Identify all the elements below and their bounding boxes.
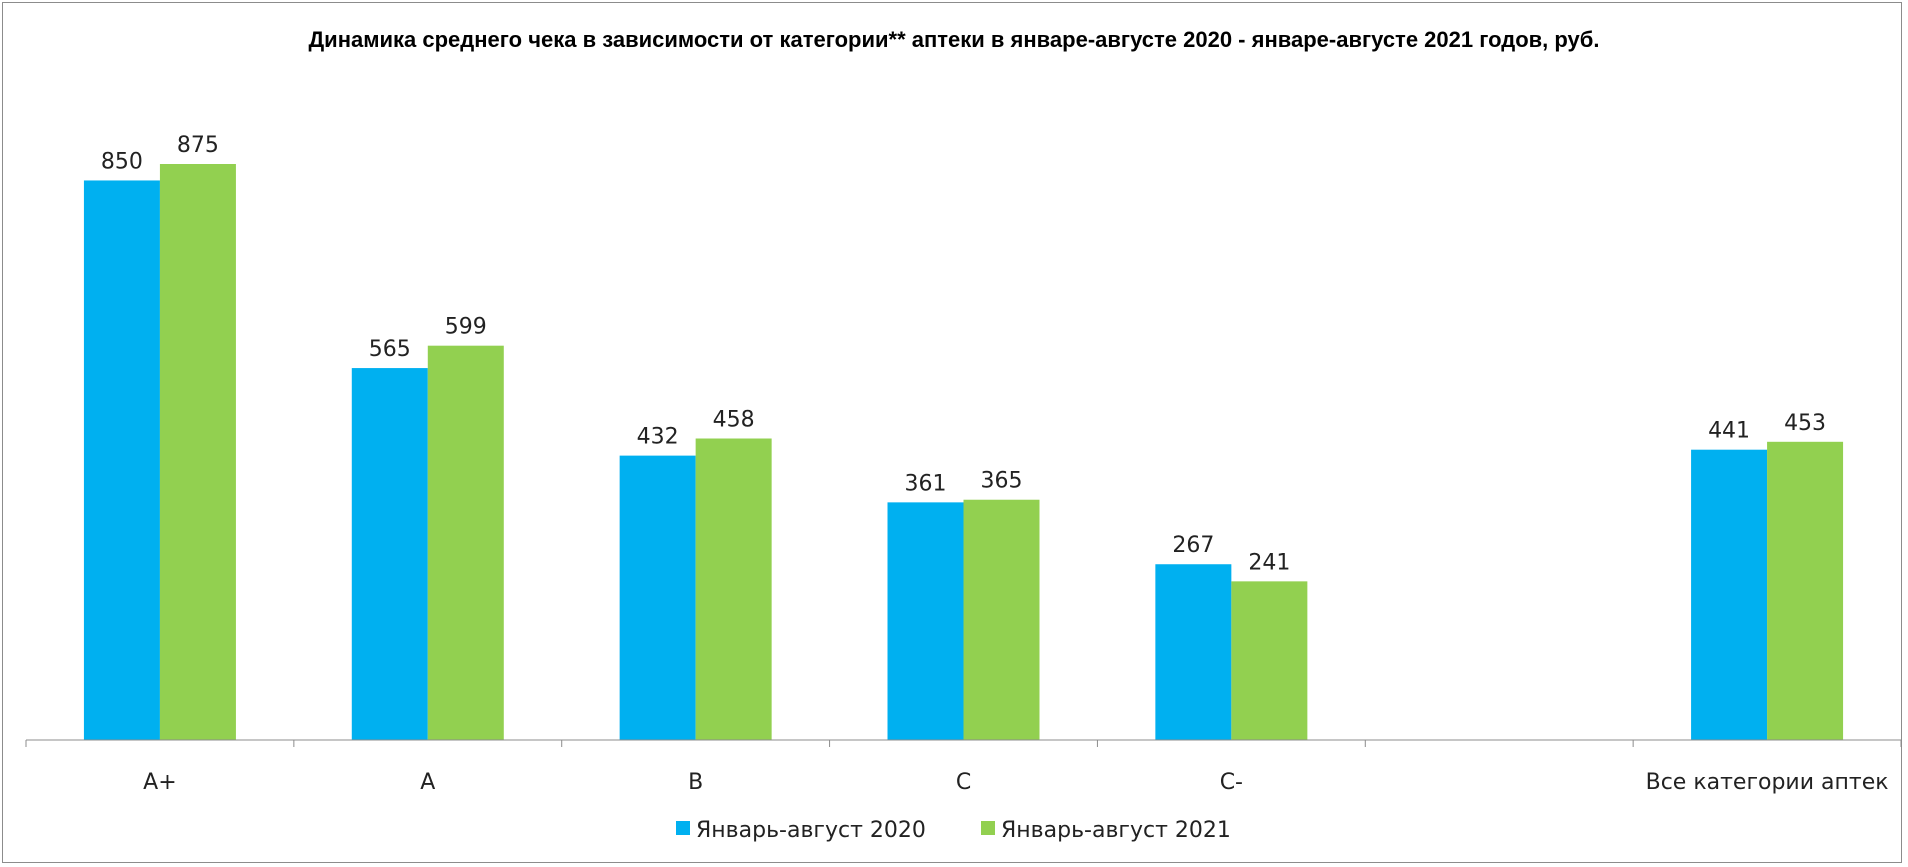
category-labels: А+ А В С С- Все категории аптек xyxy=(143,770,1888,795)
data-label: 267 xyxy=(1172,533,1214,558)
category-label: Все категории аптек xyxy=(1646,770,1889,795)
data-label: 565 xyxy=(369,337,411,362)
legend-swatch-2020 xyxy=(676,821,690,835)
category-label: С xyxy=(956,770,971,795)
x-axis-ticks xyxy=(25,740,1902,747)
bar xyxy=(963,499,1040,740)
bar xyxy=(1691,449,1768,740)
data-label: 458 xyxy=(713,408,755,433)
data-label: 365 xyxy=(981,469,1023,494)
chart-title: Динамика среднего чека в зависимости от … xyxy=(309,27,1600,52)
data-label: 599 xyxy=(445,315,487,340)
legend-label-2020: Январь-август 2020 xyxy=(696,818,926,843)
category-label: В xyxy=(688,770,703,795)
bar xyxy=(1767,441,1844,740)
bars-layer xyxy=(83,164,1844,740)
bar xyxy=(619,455,696,740)
bar xyxy=(427,345,504,740)
bar xyxy=(695,438,772,740)
category-label: А xyxy=(420,770,435,795)
bar xyxy=(887,502,964,740)
data-label: 241 xyxy=(1248,550,1290,575)
category-label: С- xyxy=(1220,770,1243,795)
bar-chart: Динамика среднего чека в зависимости от … xyxy=(25,27,1902,843)
data-label: 453 xyxy=(1784,411,1826,436)
legend-swatch-2021 xyxy=(981,821,995,835)
legend: Январь-август 2020 Январь-август 2021 xyxy=(676,818,1231,843)
data-label: 361 xyxy=(905,471,947,496)
data-label: 850 xyxy=(101,149,143,174)
legend-label-2021: Январь-август 2021 xyxy=(1001,818,1231,843)
bar xyxy=(159,164,236,740)
bar xyxy=(83,180,160,740)
bar xyxy=(1231,581,1308,740)
data-label: 441 xyxy=(1708,419,1750,444)
data-label: 432 xyxy=(637,425,679,450)
bar xyxy=(351,368,428,740)
data-label: 875 xyxy=(177,133,219,158)
bar xyxy=(1155,564,1232,740)
category-label: А+ xyxy=(143,770,176,795)
data-labels-layer: 850 875 565 599 432 458 361 365 267 241 441 453 xyxy=(101,133,1826,575)
